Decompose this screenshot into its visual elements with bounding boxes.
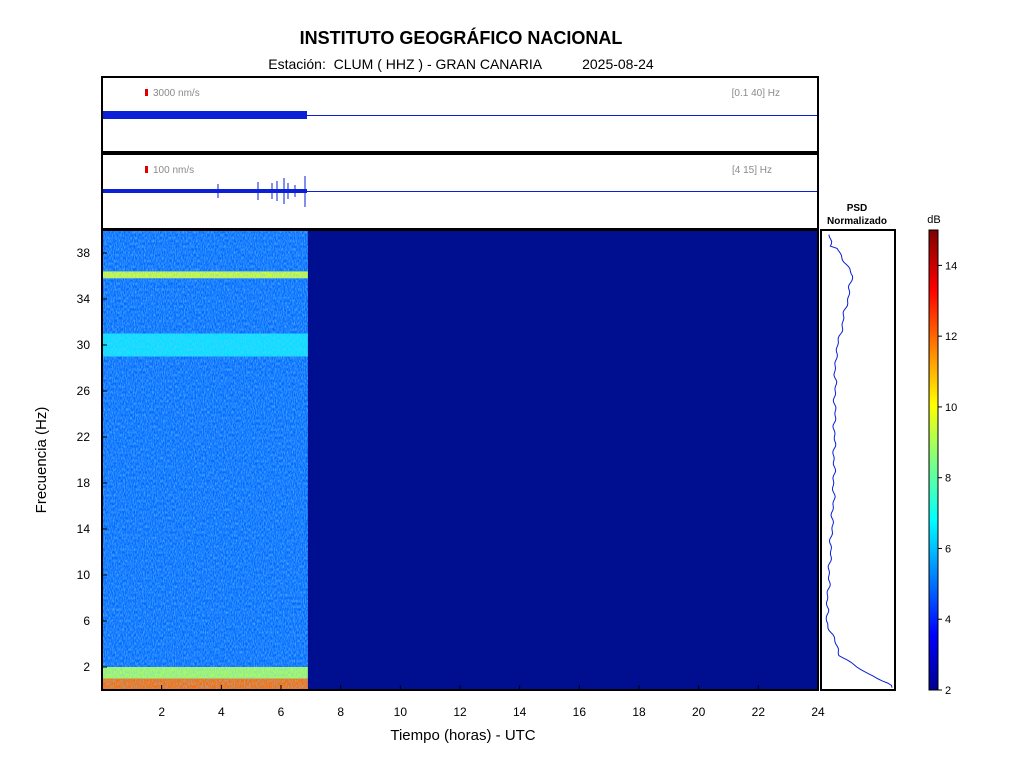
scale-bar-2 [145, 166, 148, 173]
colorbar-ticks: 2 4 6 8 10 12 14 [938, 260, 957, 697]
x-tick-label: 4 [218, 705, 225, 719]
y-axis-title: Frecuencia (Hz) [33, 407, 50, 514]
page-title: INSTITUTO GEOGRÁFICO NACIONAL [299, 28, 623, 48]
trace-panel-1: 3000 nm/s [0.1 40] Hz [101, 76, 819, 153]
x-tick-label: 16 [573, 705, 587, 719]
x-tick-label: 20 [692, 705, 706, 719]
colorbar-gradient [928, 229, 939, 691]
x-tick-label: 10 [394, 705, 408, 719]
x-tick-label: 2 [158, 705, 165, 719]
spectrogram-texture [103, 231, 308, 689]
psd-curve [825, 234, 893, 688]
y-tick-label: 22 [77, 430, 91, 444]
x-tick-label: 14 [513, 705, 527, 719]
colorbar-unit: dB [927, 214, 940, 226]
psd-frame [820, 229, 896, 691]
colorbar-tick-label: 10 [945, 402, 957, 414]
station-date: 2025-08-24 [582, 56, 654, 72]
trace-signal-1 [103, 111, 307, 119]
y-tick-label: 26 [77, 384, 91, 398]
spectrogram-bands [103, 230, 308, 690]
x-tick-label: 24 [811, 705, 825, 719]
colorbar-tick-label: 4 [945, 614, 951, 626]
colorbar-tick-label: 8 [945, 473, 951, 485]
y-tick-label: 38 [77, 246, 91, 260]
x-axis-title: Tiempo (horas) - UTC [390, 727, 535, 744]
trace-band-label-2: [4 15] Hz [732, 165, 772, 176]
trace-scale-label-1: 3000 nm/s [153, 88, 200, 99]
x-axis: 2 4 6 8 10 12 14 16 18 20 22 24 [158, 685, 825, 719]
y-tick-label: 6 [83, 614, 90, 628]
station-prefix: Estación: [268, 56, 326, 72]
psd-title-line2: Normalizado [827, 216, 887, 227]
trace-spikes-2 [217, 176, 306, 207]
psd-title-line1: PSD [847, 203, 868, 214]
colorbar-tick-label: 2 [945, 685, 951, 697]
y-tick-label: 14 [77, 522, 91, 536]
colorbar-tick-label: 12 [945, 331, 957, 343]
colorbar: dB 2 4 6 8 10 12 14 [927, 214, 957, 697]
scale-bar-1 [145, 89, 148, 96]
colorbar-tick-label: 6 [945, 543, 951, 555]
x-tick-label: 22 [752, 705, 766, 719]
trace-scale-label-2: 100 nm/s [153, 165, 194, 176]
x-tick-label: 8 [337, 705, 344, 719]
trace-signal-2 [103, 189, 307, 193]
colorbar-tick-label: 14 [945, 260, 957, 272]
x-tick-label: 12 [453, 705, 467, 719]
trace-band-label-1: [0.1 40] Hz [732, 88, 780, 99]
station-subtitle: Estación: CLUM ( HHZ ) - GRAN CANARIA 202… [0, 56, 922, 72]
x-tick-label: 6 [278, 705, 285, 719]
spectrogram: 2 4 6 8 10 12 14 16 18 20 22 24 261014182226303438 … [33, 229, 825, 744]
y-tick-label: 2 [83, 660, 90, 674]
x-tick-label: 18 [632, 705, 646, 719]
y-tick-label: 10 [77, 568, 91, 582]
station-name: CLUM ( HHZ ) - GRAN CANARIA [333, 56, 543, 72]
trace-panel-2: 100 nm/s [4 15] Hz [101, 153, 819, 230]
y-tick-label: 18 [77, 476, 91, 490]
y-tick-label: 34 [77, 292, 91, 306]
psd-panel: PSD Normalizado [820, 203, 896, 691]
y-tick-label: 30 [77, 338, 91, 352]
